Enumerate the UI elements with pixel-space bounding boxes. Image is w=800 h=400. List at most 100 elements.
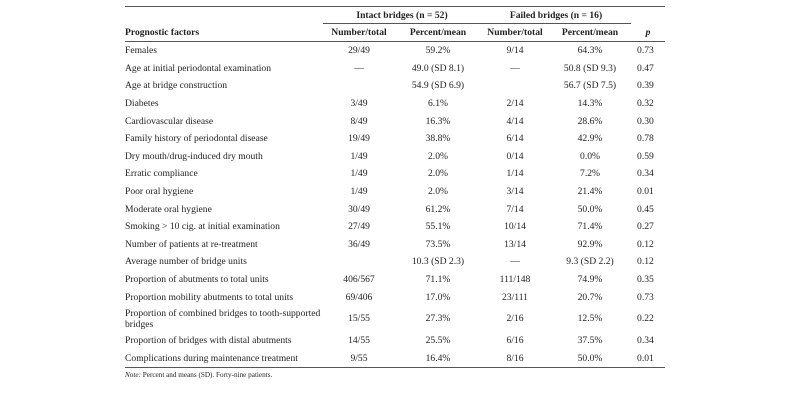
cell-number-total-intact: 406/567: [343, 274, 375, 286]
cell-percent-mean-failed: 74.9%: [577, 274, 603, 286]
cell-factor: Moderate oral hygiene: [125, 203, 212, 215]
col-header-number-total-intact: Number/total: [323, 23, 395, 42]
cell-number-total-failed: 0/14: [506, 150, 524, 162]
cell-percent-mean-failed: 50.8 (SD 9.3): [563, 62, 617, 74]
column-header-row: Prognostic factors Number/total Percent/…: [125, 23, 666, 42]
cell-p-value: 0.73: [637, 45, 654, 57]
prognostic-factors-table: Intact bridges (n = 52) Failed bridges (…: [125, 6, 666, 369]
cell-factor: Poor oral hygiene: [125, 186, 194, 198]
cell-number-total-failed: 9/14: [506, 45, 524, 57]
cell-number-total-failed: 2/16: [506, 313, 524, 325]
table-note: Note: Percent and means (SD). Forty-nine…: [125, 371, 665, 379]
cell-p-value: 0.27: [637, 221, 654, 233]
cell-factor: Age at initial periodontal examination: [125, 62, 271, 74]
cell-percent-mean-intact: 73.5%: [425, 238, 451, 250]
table-note-label: Note:: [125, 371, 141, 380]
cell-p-value: 0.22: [637, 313, 654, 325]
cell-p-value: 0.47: [637, 62, 654, 74]
cell-percent-mean-intact: 49.0 (SD 8.1): [411, 62, 465, 74]
cell-factor: Proportion of bridges with distal abutme…: [125, 335, 292, 347]
cell-percent-mean-intact: 16.4%: [395, 349, 481, 369]
table-row: Average number of bridge units 10.3 (SD 2…: [125, 253, 665, 271]
table-row: Proportion of combined bridges to tooth-…: [125, 306, 665, 332]
cell-factor: Cardiovascular disease: [125, 115, 214, 127]
table-row: Age at initial periodontal examination — 4…: [125, 60, 665, 78]
cell-percent-mean-failed: 14.3%: [577, 98, 603, 110]
cell-number-total-failed: 23/111: [502, 291, 528, 303]
group-header-intact: Intact bridges (n = 52): [323, 6, 481, 24]
cell-factor: Complications during maintenance treatme…: [125, 349, 323, 369]
cell-percent-mean-failed: 56.7 (SD 7.5): [563, 80, 617, 92]
col-header-percent-mean-intact: Percent/mean: [395, 23, 481, 42]
table-row: Proportion mobility abutments to total u…: [125, 288, 665, 306]
cell-p-value: 0.39: [637, 80, 654, 92]
cell-number-total-failed: —: [510, 62, 520, 74]
table-row: Smoking > 10 cig. at initial examination…: [125, 218, 665, 236]
cell-number-total-failed: 2/14: [506, 98, 524, 110]
col-header-number-total-failed: Number/total: [481, 23, 549, 42]
cell-percent-mean-failed: 42.9%: [577, 133, 603, 145]
cell-percent-mean-failed: 20.7%: [577, 291, 603, 303]
cell-p-value: 0.34: [637, 168, 654, 180]
cell-factor: Females: [125, 45, 157, 57]
cell-p-value: 0.78: [637, 133, 654, 145]
table-row: Number of patients at re-treatment 36/49 7…: [125, 236, 665, 254]
cell-percent-mean-failed: 50.0%: [577, 203, 603, 215]
cell-number-total-failed: 10/14: [504, 221, 526, 233]
cell-factor: Dry mouth/drug-induced dry mouth: [125, 150, 263, 162]
cell-number-total-intact: 69/406: [345, 291, 373, 303]
cell-factor: Smoking > 10 cig. at initial examination: [125, 221, 280, 233]
cell-p-value: 0.30: [637, 115, 654, 127]
cell-number-total-intact: 8/49: [350, 115, 368, 127]
group-header-failed: Failed bridges (n = 16): [481, 6, 632, 24]
cell-percent-mean-failed: 64.3%: [577, 45, 603, 57]
cell-percent-mean-failed: 7.2%: [580, 168, 600, 180]
cell-p-value: 0.35: [637, 274, 654, 286]
cell-percent-mean-failed: 28.6%: [577, 115, 603, 127]
cell-number-total-failed: 6/16: [506, 335, 524, 347]
table-row: Poor oral hygiene 1/49 2.0% 3/14 21.4% 0.01: [125, 183, 665, 201]
cell-percent-mean-failed: 12.5%: [577, 313, 603, 325]
cell-number-total-intact: 1/49: [350, 150, 368, 162]
table-row: Moderate oral hygiene 30/49 61.2% 7/14 50.0%…: [125, 200, 665, 218]
cell-percent-mean-failed: 21.4%: [577, 186, 603, 198]
table-row: Dry mouth/drug-induced dry mouth 1/49 2.0%…: [125, 148, 665, 166]
cell-percent-mean-intact: 38.8%: [425, 133, 451, 145]
cell-factor: Proportion of combined bridges to tooth-…: [125, 307, 321, 330]
cell-number-total-intact: 19/49: [348, 133, 370, 145]
cell-number-total-intact: 1/49: [350, 168, 368, 180]
table-row: Cardiovascular disease 8/49 16.3% 4/14 28.6%…: [125, 112, 665, 130]
cell-percent-mean-intact: 2.0%: [428, 186, 448, 198]
group-header-row: Intact bridges (n = 52) Failed bridges (…: [125, 6, 665, 24]
cell-number-total-failed: 1/14: [506, 168, 524, 180]
cell-number-total-intact: 36/49: [348, 238, 370, 250]
cell-number-total-intact: 15/55: [348, 313, 370, 325]
cell-p-value: 0.73: [637, 291, 654, 303]
cell-percent-mean-failed: 71.4%: [577, 221, 603, 233]
cell-p-value: 0.59: [637, 150, 654, 162]
group-header-blank: [125, 7, 323, 24]
cell-number-total-intact: 1/49: [350, 186, 368, 198]
cell-number-total-failed: [481, 77, 549, 95]
cell-percent-mean-intact: 71.1%: [425, 274, 451, 286]
col-header-factors: Prognostic factors: [125, 23, 323, 42]
cell-number-total-intact: [323, 77, 395, 95]
table-row: Proportion of abutments to total units 40…: [125, 271, 665, 289]
cell-factor: Average number of bridge units: [125, 256, 247, 268]
cell-percent-mean-intact: 10.3 (SD 2.3): [411, 256, 465, 268]
cell-factor: Proportion mobility abutments to total u…: [125, 291, 294, 303]
cell-percent-mean-intact: 6.1%: [428, 98, 448, 110]
cell-percent-mean-failed: 92.9%: [577, 238, 603, 250]
cell-p-value: 0.01: [631, 349, 666, 369]
cell-p-value: 0.34: [637, 335, 654, 347]
cell-factor: Erratic compliance: [125, 168, 198, 180]
group-header-blank-p: [631, 7, 665, 24]
cell-factor: Family history of periodontal disease: [125, 133, 268, 145]
cell-percent-mean-failed: 0.0%: [580, 150, 600, 162]
cell-percent-mean-intact: 61.2%: [425, 203, 451, 215]
cell-number-total-intact: 9/55: [323, 349, 395, 369]
cell-percent-mean-intact: 2.0%: [428, 150, 448, 162]
cell-number-total-intact: 30/49: [348, 203, 370, 215]
cell-percent-mean-failed: 9.3 (SD 2.2): [566, 256, 614, 268]
table-row: Diabetes 3/49 6.1% 2/14 14.3% 0.32: [125, 95, 665, 113]
